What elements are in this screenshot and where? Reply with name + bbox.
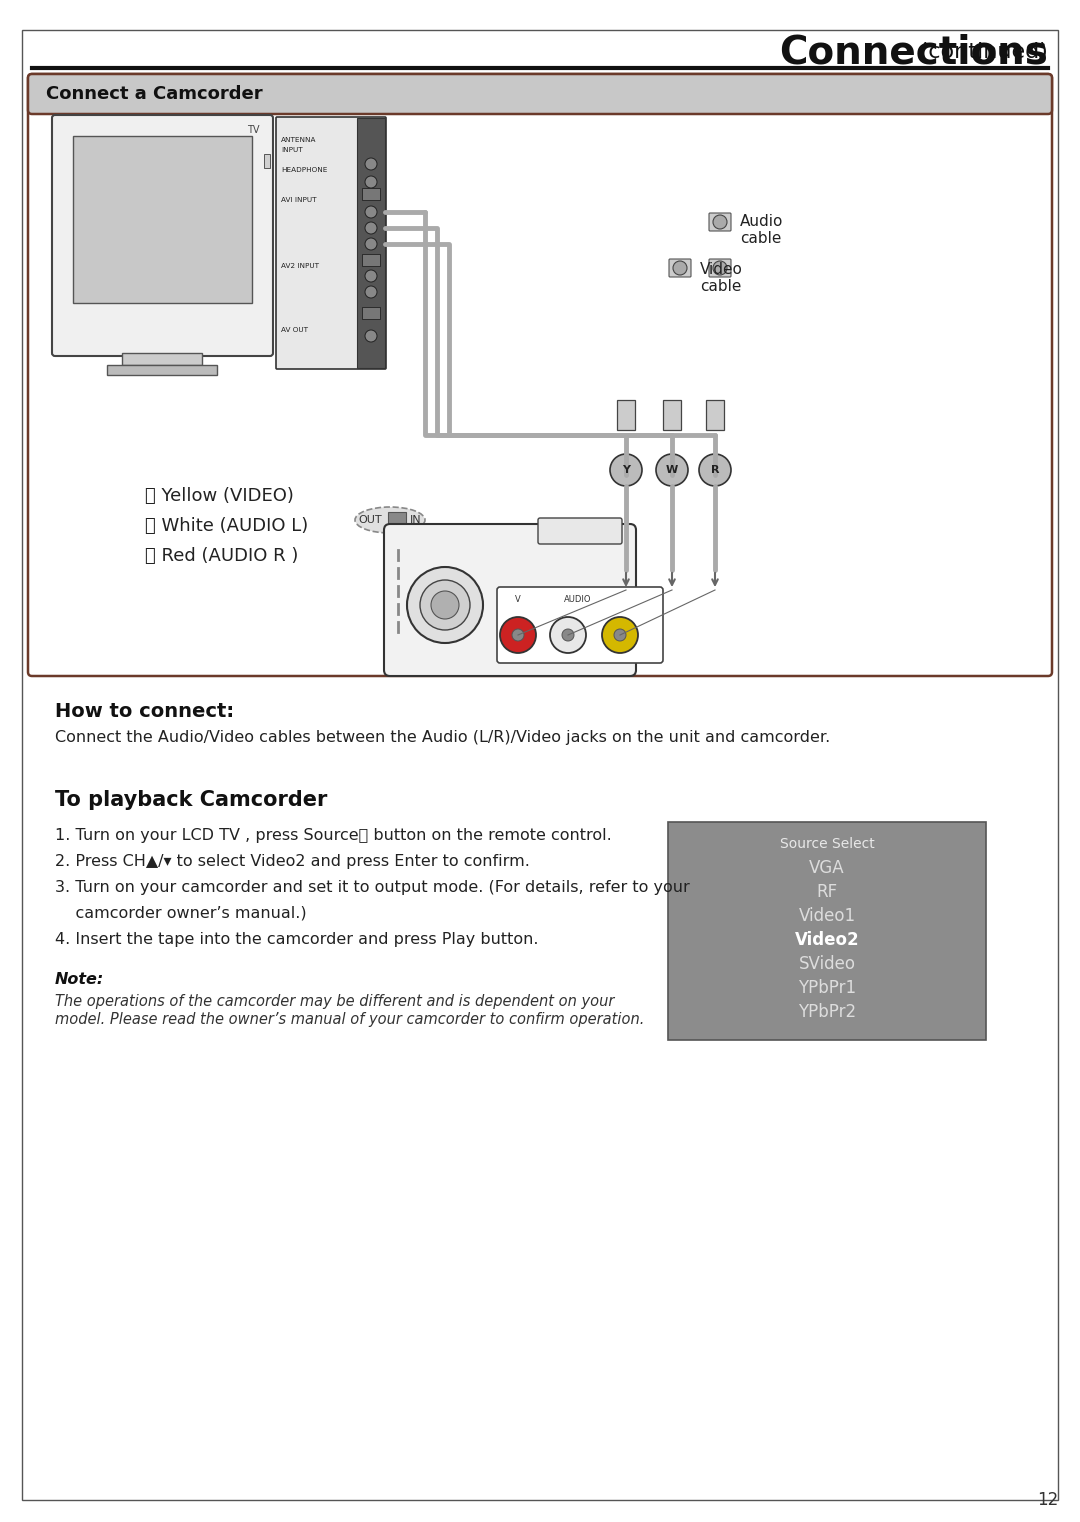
- Text: Connect the Audio/Video cables between the Audio (L/R)/Video jacks on the unit a: Connect the Audio/Video cables between t…: [55, 731, 831, 744]
- Text: INPUT: INPUT: [281, 148, 302, 154]
- Text: V: V: [515, 595, 521, 604]
- Text: R: R: [711, 466, 719, 475]
- Text: How to connect:: How to connect:: [55, 702, 234, 721]
- Circle shape: [656, 454, 688, 486]
- Text: HEADPHONE: HEADPHONE: [281, 167, 327, 174]
- Circle shape: [602, 616, 638, 653]
- Circle shape: [615, 629, 626, 641]
- Circle shape: [562, 629, 573, 641]
- Circle shape: [365, 222, 377, 234]
- Text: AVI INPUT: AVI INPUT: [281, 196, 316, 202]
- Bar: [264, 154, 270, 167]
- Ellipse shape: [355, 507, 426, 533]
- Text: ⓦ White (AUDIO L): ⓦ White (AUDIO L): [145, 517, 308, 536]
- Circle shape: [365, 177, 377, 189]
- Text: ANTENNA: ANTENNA: [281, 137, 316, 143]
- FancyBboxPatch shape: [708, 213, 731, 231]
- Text: Y: Y: [622, 466, 630, 475]
- Text: 2. Press CH▲/▾ to select Video2 and press Enter to confirm.: 2. Press CH▲/▾ to select Video2 and pres…: [55, 854, 530, 869]
- Text: YPbPr1: YPbPr1: [798, 979, 856, 997]
- Circle shape: [407, 568, 483, 642]
- FancyBboxPatch shape: [28, 75, 1052, 114]
- Text: SVideo: SVideo: [798, 954, 855, 973]
- Text: Audio
cable: Audio cable: [740, 213, 783, 247]
- Bar: [617, 400, 635, 431]
- Circle shape: [365, 286, 377, 298]
- Text: To playback Camcorder: To playback Camcorder: [55, 790, 327, 810]
- Circle shape: [365, 158, 377, 170]
- Bar: [357, 119, 384, 368]
- Circle shape: [365, 237, 377, 250]
- Circle shape: [365, 205, 377, 218]
- Text: Video2: Video2: [795, 931, 860, 950]
- Bar: [73, 135, 252, 303]
- Text: Video
cable: Video cable: [700, 262, 743, 294]
- Text: Connections: Connections: [779, 33, 1048, 72]
- Circle shape: [500, 616, 536, 653]
- Text: YPbPr2: YPbPr2: [798, 1003, 856, 1021]
- Text: W: W: [666, 466, 678, 475]
- Bar: [107, 365, 217, 374]
- Text: RF: RF: [816, 883, 838, 901]
- Text: IN: IN: [410, 514, 422, 525]
- Text: (continued): (continued): [827, 43, 1048, 62]
- Text: AV2 INPUT: AV2 INPUT: [281, 263, 319, 269]
- Text: Note:: Note:: [55, 973, 105, 986]
- Bar: [706, 400, 724, 431]
- Bar: [122, 353, 202, 365]
- FancyBboxPatch shape: [497, 587, 663, 664]
- Text: The operations of the camcorder may be different and is dependent on your: The operations of the camcorder may be d…: [55, 994, 615, 1009]
- Circle shape: [550, 616, 586, 653]
- Text: VGA: VGA: [809, 858, 845, 877]
- Circle shape: [431, 591, 459, 619]
- Text: camcorder owner’s manual.): camcorder owner’s manual.): [55, 906, 307, 921]
- Text: 3. Turn on your camcorder and set it to output mode. (For details, refer to your: 3. Turn on your camcorder and set it to …: [55, 880, 690, 895]
- FancyBboxPatch shape: [708, 259, 731, 277]
- Text: model. Please read the owner’s manual of your camcorder to confirm operation.: model. Please read the owner’s manual of…: [55, 1012, 645, 1027]
- Bar: [362, 307, 380, 320]
- Bar: [362, 254, 380, 266]
- Circle shape: [610, 454, 642, 486]
- Text: ⓨ Yellow (VIDEO): ⓨ Yellow (VIDEO): [145, 487, 294, 505]
- Circle shape: [699, 454, 731, 486]
- FancyBboxPatch shape: [52, 116, 273, 356]
- Text: Ⓡ Red (AUDIO R ): Ⓡ Red (AUDIO R ): [145, 546, 298, 565]
- Text: Video1: Video1: [798, 907, 855, 925]
- Circle shape: [713, 215, 727, 228]
- Circle shape: [673, 260, 687, 275]
- Text: Connect a Camcorder: Connect a Camcorder: [46, 85, 262, 103]
- Text: 1. Turn on your LCD TV , press Source⭳ button on the remote control.: 1. Turn on your LCD TV , press Source⭳ b…: [55, 828, 611, 843]
- Circle shape: [420, 580, 470, 630]
- FancyBboxPatch shape: [669, 259, 691, 277]
- Text: 4. Insert the tape into the camcorder and press Play button.: 4. Insert the tape into the camcorder an…: [55, 931, 539, 947]
- FancyBboxPatch shape: [538, 517, 622, 543]
- FancyBboxPatch shape: [28, 75, 1052, 676]
- Bar: [362, 189, 380, 199]
- Text: OUT: OUT: [359, 514, 382, 525]
- Circle shape: [512, 629, 524, 641]
- Bar: [388, 511, 406, 528]
- Bar: [669, 822, 986, 1040]
- Bar: [663, 400, 681, 431]
- Text: 12: 12: [1038, 1492, 1058, 1508]
- Text: AV OUT: AV OUT: [281, 327, 308, 333]
- FancyBboxPatch shape: [276, 117, 386, 368]
- Text: TV: TV: [247, 125, 260, 135]
- Circle shape: [365, 330, 377, 342]
- Circle shape: [365, 269, 377, 282]
- Text: Source Select: Source Select: [780, 837, 875, 851]
- Circle shape: [713, 260, 727, 275]
- FancyBboxPatch shape: [384, 524, 636, 676]
- Text: AUDIO: AUDIO: [564, 595, 592, 604]
